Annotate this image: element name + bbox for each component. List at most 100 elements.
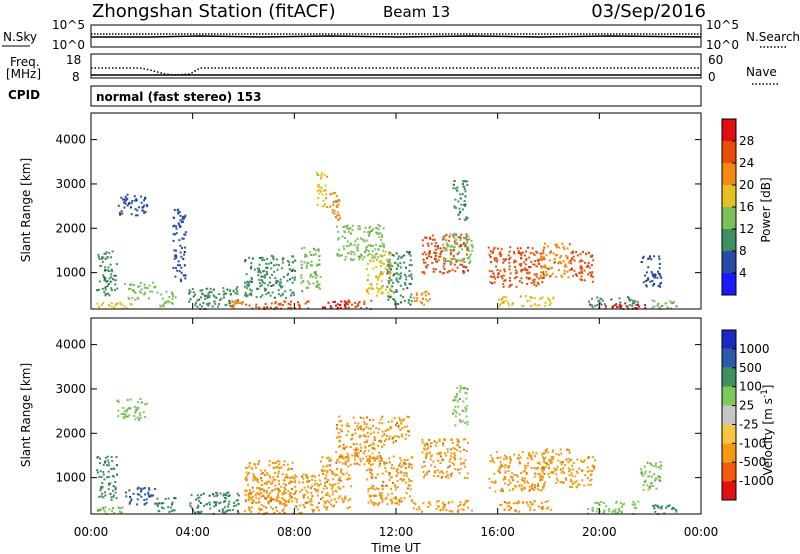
power-cell [372, 244, 375, 247]
power-cell [130, 283, 133, 286]
vel-cell [648, 470, 651, 473]
vel-cell [509, 481, 512, 484]
vel-cell [136, 416, 139, 419]
power-cell [584, 261, 586, 264]
vel-cell [272, 467, 275, 470]
power-cell [464, 245, 467, 248]
vel-cell [274, 478, 277, 481]
power-cell [409, 259, 412, 262]
cpid-text: normal (fast stereo) 153 [96, 90, 262, 104]
power-cell [461, 263, 464, 266]
vel-cell [224, 493, 227, 496]
vel-cell [263, 490, 266, 493]
vel-cell [354, 421, 357, 424]
power-cell [365, 307, 368, 310]
power-cell [213, 300, 216, 303]
vel-cell [591, 509, 594, 512]
vel-cell [105, 464, 108, 467]
vel-cell [212, 493, 214, 496]
power-cell [560, 255, 563, 258]
vel-cell [314, 483, 316, 486]
power-cell [463, 241, 465, 244]
power-cell [520, 270, 523, 273]
power-cell [535, 250, 538, 253]
power-cell [146, 287, 149, 290]
vel-cell [342, 473, 345, 476]
vel-cell [289, 480, 292, 483]
vel-cell [407, 416, 410, 419]
power-cell [381, 271, 384, 274]
vel-cell [437, 459, 440, 462]
power-y-tick-label: 4000 [55, 133, 86, 147]
vel-cell [219, 492, 222, 495]
vel-cell [559, 461, 562, 464]
vel-cell [283, 486, 286, 489]
power-cell [255, 303, 258, 306]
power-cell [462, 182, 465, 185]
vel-cell [354, 462, 357, 465]
power-cell [103, 291, 106, 294]
power-cell [580, 278, 583, 281]
vel-cell [362, 417, 365, 420]
power-cell [619, 305, 622, 308]
power-cell [466, 249, 469, 251]
vel-cell [644, 472, 647, 475]
vel-cell [594, 459, 596, 462]
vel-cell [303, 493, 306, 496]
vel-cell [138, 493, 141, 496]
power-cell [347, 306, 350, 309]
vel-cell [321, 456, 324, 459]
vel-cell [411, 456, 414, 459]
vel-cell [519, 456, 522, 459]
power-cell [319, 287, 322, 290]
power-cell [370, 286, 373, 289]
vel-cell [107, 461, 110, 464]
power-cell [344, 255, 347, 258]
power-cell [424, 261, 427, 264]
vel-cell [147, 487, 150, 490]
vel-cell [631, 503, 634, 506]
power-cell [360, 307, 363, 310]
vel-cell [378, 462, 381, 465]
vel-cell [114, 486, 117, 489]
vel-cell [548, 475, 551, 478]
power-cell [261, 281, 264, 284]
vel-cell [332, 490, 334, 493]
power-cell [369, 282, 372, 285]
power-cell [384, 251, 387, 253]
power-cell [284, 296, 287, 299]
vel-cell [354, 449, 357, 451]
vel-cell [218, 502, 221, 505]
vel-cell [356, 427, 359, 430]
vel-cell [429, 458, 432, 461]
power-cell [104, 294, 107, 297]
power-cell [455, 241, 458, 244]
vel-cell [338, 455, 341, 458]
noise-right-tick-bottom: 10^0 [706, 38, 739, 52]
power-cell [375, 227, 378, 230]
vel-cell [356, 425, 359, 428]
vel-cell [407, 487, 409, 490]
vel-cell [283, 479, 286, 482]
power-cell [265, 288, 267, 291]
vel-cell [516, 502, 519, 505]
vel-cell [657, 506, 660, 509]
vel-cell [488, 486, 491, 489]
vel-cell [648, 475, 651, 478]
power-cell [596, 296, 599, 299]
vel-cell [222, 494, 225, 497]
vel-cell [515, 510, 517, 513]
power-cell [322, 199, 325, 202]
power-cell [423, 303, 426, 306]
power-cell [156, 291, 159, 294]
vel-cell [531, 484, 534, 486]
power-cell [129, 206, 132, 209]
power-cell [437, 245, 439, 248]
power-cell [407, 299, 410, 301]
vel-cell [543, 461, 546, 464]
power-cell [131, 297, 134, 299]
power-cell [306, 262, 309, 265]
power-cell [106, 292, 109, 295]
vel-cell [368, 455, 371, 458]
